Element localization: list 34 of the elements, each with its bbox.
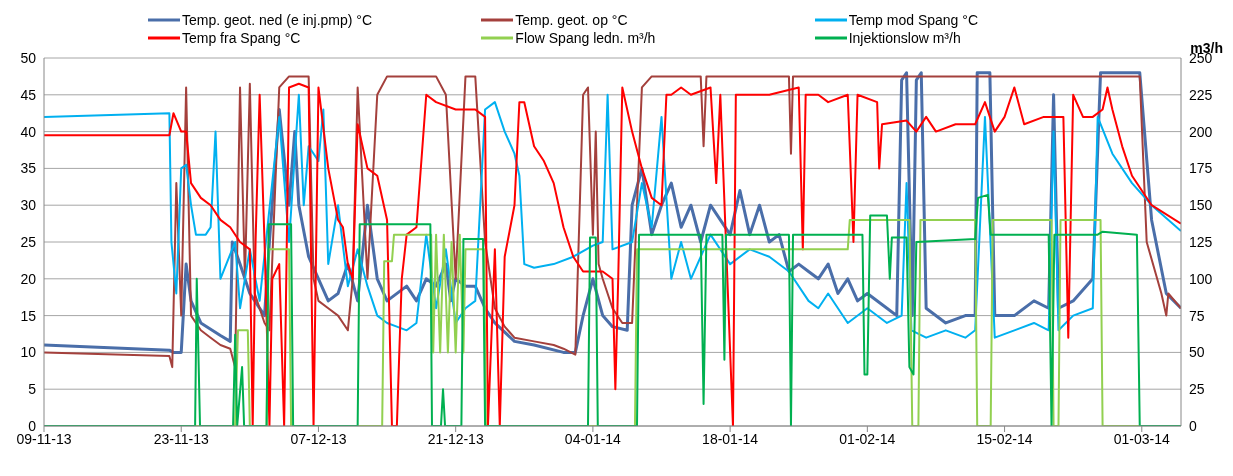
x-tick-label: 01-02-14 bbox=[839, 430, 896, 447]
y-tick-label: 35 bbox=[20, 160, 37, 177]
y2-tick-label: 25 bbox=[1189, 381, 1205, 398]
x-tick-label: 15-02-14 bbox=[976, 430, 1033, 447]
y-tick-label: 30 bbox=[20, 197, 37, 214]
y-tick-label: 10 bbox=[20, 344, 37, 361]
x-tick-label: 07-12-13 bbox=[290, 430, 347, 447]
y2-tick-label: 75 bbox=[1189, 307, 1205, 324]
x-tick-label: 21-12-13 bbox=[427, 430, 484, 447]
y-tick-label: 20 bbox=[20, 270, 37, 287]
x-tick-label: 01-03-14 bbox=[1113, 430, 1171, 447]
y2-tick-label: 100 bbox=[1189, 270, 1213, 287]
legend-label: Flow Spang ledn. m³/h bbox=[515, 30, 656, 46]
legend-label: Injektionslow m³/h bbox=[848, 30, 961, 46]
y-tick-label: 15 bbox=[20, 307, 37, 324]
y-tick-label: 45 bbox=[20, 86, 37, 103]
legend-label: Temp. geot. op °C bbox=[515, 12, 628, 28]
y2-tick-label: 125 bbox=[1189, 233, 1213, 250]
y2-tick-label: 200 bbox=[1189, 123, 1213, 140]
x-tick-label: 04-01-14 bbox=[564, 430, 622, 447]
legend-label: Temp. geot. ned (e inj.pmp) °C bbox=[182, 12, 373, 28]
y2-tick-label: 175 bbox=[1189, 160, 1213, 177]
y-tick-label: 5 bbox=[28, 381, 37, 398]
x-tick-label: 23-11-13 bbox=[153, 430, 209, 447]
y-tick-label: 50 bbox=[20, 49, 37, 66]
y2-tick-label: 50 bbox=[1189, 344, 1205, 361]
y2-tick-label: 150 bbox=[1189, 197, 1213, 214]
legend-label: Temp mod Spang °C bbox=[848, 12, 978, 28]
y2-tick-label: 0 bbox=[1189, 417, 1197, 434]
y-tick-label: 25 bbox=[20, 233, 37, 250]
legend-label: Temp fra Spang °C bbox=[182, 30, 301, 46]
y2-tick-label: 225 bbox=[1189, 86, 1213, 103]
y-tick-label: 40 bbox=[20, 123, 37, 140]
x-tick-label: 18-01-14 bbox=[702, 430, 759, 447]
